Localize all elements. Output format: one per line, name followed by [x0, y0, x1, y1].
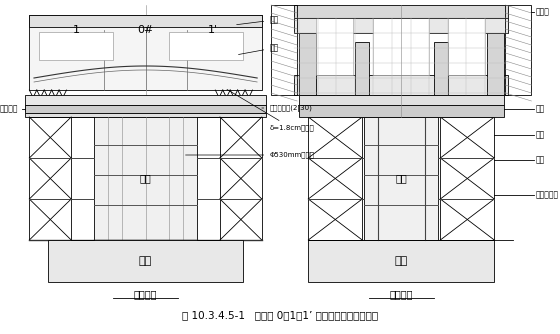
Bar — [316, 18, 353, 75]
Bar — [506, 5, 531, 95]
Text: 0#: 0# — [137, 25, 154, 35]
Bar — [295, 75, 508, 95]
Text: 图 10.3.4.5-1   连续梁 0、1、1’ 号段现浇段支架示意图: 图 10.3.4.5-1 连续梁 0、1、1’ 号段现浇段支架示意图 — [183, 310, 379, 320]
Bar — [220, 117, 262, 240]
Bar — [299, 30, 316, 95]
Bar — [25, 113, 267, 117]
Text: 横向分配梁(2[30): 横向分配梁(2[30) — [262, 105, 312, 111]
Bar — [295, 5, 508, 18]
Text: 承台: 承台 — [395, 256, 408, 266]
Bar — [95, 117, 197, 240]
Text: 1': 1' — [207, 25, 218, 35]
Bar — [29, 15, 262, 90]
Bar — [309, 117, 362, 240]
Text: 脚手架: 脚手架 — [536, 7, 550, 16]
Text: 墩身: 墩身 — [395, 173, 407, 183]
Bar — [48, 240, 243, 282]
Bar — [448, 18, 485, 75]
Bar — [355, 42, 368, 95]
Text: δ=1.8cm胶合板: δ=1.8cm胶合板 — [227, 90, 314, 131]
Bar — [364, 117, 438, 240]
Bar — [299, 105, 503, 117]
Bar — [299, 95, 503, 105]
Text: 纵断面图: 纵断面图 — [134, 289, 157, 299]
Bar — [29, 117, 71, 240]
Bar — [434, 42, 448, 95]
Text: 墩身: 墩身 — [139, 173, 151, 183]
Text: 托架: 托架 — [536, 105, 545, 114]
Bar — [487, 30, 503, 95]
Bar — [169, 32, 243, 60]
Text: 钢架: 钢架 — [237, 15, 278, 25]
Text: 承台: 承台 — [139, 256, 152, 266]
Bar — [295, 18, 508, 33]
Bar — [440, 117, 494, 240]
Text: 围栏: 围栏 — [239, 43, 278, 54]
Bar — [374, 18, 429, 75]
Text: 纵梁: 纵梁 — [536, 131, 545, 140]
Text: 1: 1 — [72, 25, 80, 35]
Text: 立柱: 立柱 — [536, 156, 545, 165]
Text: 横向剪力撑: 横向剪力撑 — [536, 190, 559, 199]
Bar — [29, 15, 262, 27]
Bar — [25, 95, 267, 105]
Text: 横断面图: 横断面图 — [390, 289, 413, 299]
Bar — [309, 240, 494, 282]
Bar — [271, 5, 297, 95]
Text: 托架纵梁: 托架纵梁 — [0, 105, 18, 114]
Text: Φ530mm钢管桩: Φ530mm钢管桩 — [185, 152, 314, 158]
Bar — [25, 105, 267, 113]
Bar — [39, 32, 113, 60]
Bar — [25, 105, 267, 111]
